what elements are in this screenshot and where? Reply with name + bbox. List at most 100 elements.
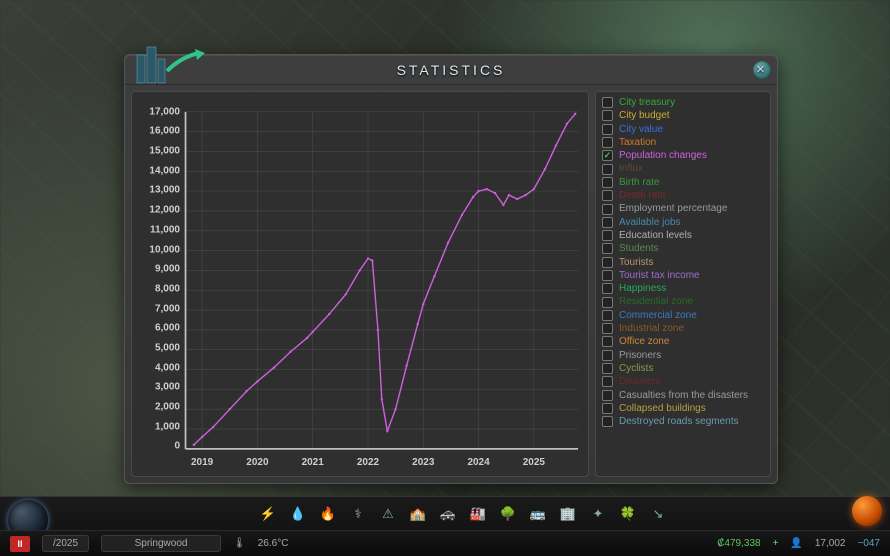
legend-label: Prisoners [619,349,661,362]
legend-item-24[interactable]: Destroyed roads segments [602,415,764,428]
legend-item-8[interactable]: Employment percentage [602,202,764,215]
toolbar: ⚡ 💧 🔥 ⚕ ⚠ 🏫 🚓 🏭 🌳 🚌 🏢 ✦ 🍀 ↘ [0,501,890,527]
y-tick-label: 8,000 [136,283,180,294]
toolbar-icon-10[interactable]: 🏢 [560,506,576,522]
panel-header: STATISTICS ✕ [125,55,777,85]
legend-checkbox[interactable] [602,363,613,374]
toolbar-icon-9[interactable]: 🚌 [530,506,546,522]
legend-checkbox[interactable] [602,283,613,294]
legend-item-6[interactable]: Birth rate [602,176,764,189]
panel-title: STATISTICS [397,62,506,78]
toolbar-icon-7[interactable]: 🏭 [470,506,486,522]
chart-area: 01,0002,0003,0004,0005,0006,0007,0008,00… [131,91,589,477]
legend-item-2[interactable]: City value [602,123,764,136]
x-tick-label: 2025 [523,457,545,468]
legend-item-20[interactable]: Cyclists [602,362,764,375]
legend-checkbox[interactable] [602,217,613,228]
legend-checkbox[interactable] [602,190,613,201]
legend-checkbox[interactable] [602,177,613,188]
legend-item-5[interactable]: Influx [602,162,764,175]
legend-item-7[interactable]: Death rate [602,189,764,202]
legend-label: Casualties from the disasters [619,389,748,402]
legend-label: Happiness [619,282,666,295]
thermometer-icon: 🌡 [233,538,246,549]
x-tick-label: 2019 [191,457,213,468]
legend-checkbox[interactable] [602,230,613,241]
legend-label: City treasury [619,96,675,109]
legend-item-9[interactable]: Available jobs [602,216,764,229]
temperature-display: 26.6°C [258,538,289,549]
legend-checkbox[interactable] [602,350,613,361]
money-delta: + [773,538,779,549]
legend-item-23[interactable]: Collapsed buildings [602,402,764,415]
toolbar-icon-3[interactable]: ⚕ [350,506,366,522]
legend-checkbox[interactable] [602,257,613,268]
legend-checkbox[interactable] [602,416,613,427]
legend-list: City treasuryCity budgetCity valueTaxati… [595,91,771,477]
legend-checkbox[interactable] [602,376,613,387]
legend-item-15[interactable]: Residential zone [602,295,764,308]
y-tick-label: 2,000 [136,402,180,413]
legend-item-22[interactable]: Casualties from the disasters [602,389,764,402]
legend-checkbox[interactable] [602,110,613,121]
panel-body: 01,0002,0003,0004,0005,0006,0007,0008,00… [125,85,777,483]
legend-item-16[interactable]: Commercial zone [602,309,764,322]
legend-checkbox[interactable] [602,310,613,321]
legend-checkbox[interactable] [602,137,613,148]
toolbar-icon-6[interactable]: 🚓 [440,506,456,522]
legend-label: Commercial zone [619,309,697,322]
pause-indicator[interactable]: II [10,536,30,552]
legend-checkbox[interactable] [602,243,613,254]
legend-checkbox[interactable] [602,204,613,215]
legend-item-4[interactable]: ✓ Population changes [602,149,764,162]
legend-item-1[interactable]: City budget [602,109,764,122]
legend-item-14[interactable]: Happiness [602,282,764,295]
legend-checkbox[interactable] [602,124,613,135]
legend-item-0[interactable]: City treasury [602,96,764,109]
legend-item-13[interactable]: Tourist tax income [602,269,764,282]
legend-checkbox[interactable] [602,270,613,281]
legend-checkbox[interactable]: ✓ [602,150,613,161]
legend-item-17[interactable]: Industrial zone [602,322,764,335]
legend-label: Death rate [619,189,666,202]
status-bar: II /2025 Springwood 🌡 26.6°C ₡479,338 + … [0,530,890,556]
y-tick-label: 9,000 [136,264,180,275]
toolbar-icon-11[interactable]: ✦ [590,506,606,522]
x-tick-label: 2024 [467,457,489,468]
legend-checkbox[interactable] [602,403,613,414]
toolbar-icon-13[interactable]: ↘ [650,506,666,522]
legend-checkbox[interactable] [602,323,613,334]
legend-label: Influx [619,162,643,175]
city-name: Springwood [101,535,221,552]
legend-item-18[interactable]: Office zone [602,335,764,348]
toolbar-icon-12[interactable]: 🍀 [620,506,636,522]
legend-checkbox[interactable] [602,97,613,108]
toolbar-icon-4[interactable]: ⚠ [380,506,396,522]
toolbar-icon-2[interactable]: 🔥 [320,506,336,522]
legend-label: Students [619,242,658,255]
legend-checkbox[interactable] [602,164,613,175]
legend-label: Population changes [619,149,707,162]
legend-checkbox[interactable] [602,336,613,347]
toolbar-icon-5[interactable]: 🏫 [410,506,426,522]
y-tick-label: 10,000 [136,244,180,255]
y-tick-label: 16,000 [136,126,180,137]
toolbar-icon-0[interactable]: ⚡ [260,506,276,522]
y-tick-label: 17,000 [136,106,180,117]
toolbar-icon-8[interactable]: 🌳 [500,506,516,522]
legend-checkbox[interactable] [602,297,613,308]
legend-item-3[interactable]: Taxation [602,136,764,149]
legend-label: Tourists [619,256,653,269]
statistics-panel: STATISTICS ✕ 01,0002,0003,0004,0005,0006… [124,54,778,484]
legend-label: Office zone [619,335,669,348]
legend-checkbox[interactable] [602,390,613,401]
legend-item-21[interactable]: Disasters [602,375,764,388]
legend-item-11[interactable]: Students [602,242,764,255]
legend-label: Taxation [619,136,656,149]
chirp-display: ~047 [857,538,880,549]
legend-item-10[interactable]: Education levels [602,229,764,242]
legend-item-19[interactable]: Prisoners [602,349,764,362]
toolbar-icon-1[interactable]: 💧 [290,506,306,522]
legend-item-12[interactable]: Tourists [602,256,764,269]
close-button[interactable]: ✕ [753,61,771,79]
